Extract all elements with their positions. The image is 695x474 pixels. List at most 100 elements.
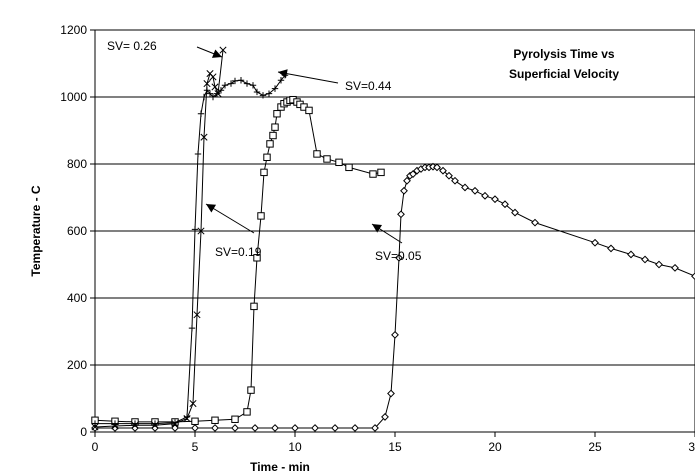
data-point-diamond — [691, 272, 695, 281]
data-point-square — [305, 106, 313, 115]
annotation-label: SV= 0.26 — [107, 39, 157, 53]
data-point-diamond — [531, 218, 539, 227]
data-point-diamond — [331, 424, 339, 432]
y-tick-label: 800 — [67, 157, 87, 171]
data-point-square — [335, 158, 343, 167]
data-point-square — [250, 302, 258, 311]
data-point-square — [313, 150, 321, 158]
data-point-diamond — [231, 424, 239, 432]
data-point-x — [111, 422, 119, 430]
x-tick-label: 10 — [288, 440, 302, 454]
data-point-square — [271, 123, 279, 131]
data-point-diamond — [391, 330, 399, 339]
data-point-x — [209, 73, 217, 81]
x-tick-label: 15 — [388, 440, 402, 454]
data-point-square — [243, 408, 251, 416]
data-point-diamond — [591, 238, 599, 247]
data-point-square — [211, 416, 219, 424]
data-point-x — [91, 423, 99, 431]
arrow-head — [206, 204, 217, 213]
data-point-diamond — [627, 250, 635, 259]
data-point-plus — [253, 88, 261, 96]
y-tick-label: 200 — [67, 358, 87, 372]
annotation-label: SV=0.44 — [345, 79, 392, 93]
series-2 — [91, 95, 385, 426]
series-line — [94, 50, 224, 428]
data-point-diamond — [671, 263, 679, 272]
data-point-diamond — [439, 166, 447, 175]
data-point-square — [231, 415, 239, 423]
data-point-plus — [188, 324, 196, 332]
data-point-diamond — [403, 176, 411, 185]
data-point-diamond — [511, 208, 519, 217]
data-point-x — [189, 399, 197, 408]
data-point-diamond — [397, 210, 405, 219]
data-point-diamond — [409, 170, 417, 178]
x-tick-label: 5 — [192, 440, 199, 454]
data-point-diamond — [445, 171, 453, 180]
data-point-plus — [265, 90, 273, 97]
data-point-square — [247, 386, 255, 394]
data-point-diamond — [655, 260, 663, 269]
arrow-head — [372, 224, 383, 233]
data-point-square — [323, 155, 331, 163]
data-point-diamond — [451, 176, 459, 185]
data-point-plus — [277, 77, 285, 84]
data-point-diamond — [471, 186, 479, 195]
series-3 — [91, 72, 289, 427]
data-point-x — [219, 46, 227, 54]
y-tick-label: 600 — [67, 224, 87, 238]
x-axis-title: Time - min — [250, 460, 310, 474]
data-point-diamond — [501, 200, 509, 209]
data-point-square — [369, 170, 377, 178]
x-tick-label: 0 — [92, 440, 99, 454]
x-tick-label: 30 — [688, 440, 695, 454]
data-point-square — [263, 153, 271, 162]
y-tick-label: 0 — [80, 425, 87, 439]
annotations: SV= 0.26 SV=0.44 SV=0.19 SV=0.05 — [107, 39, 422, 263]
data-point-plus — [194, 150, 202, 158]
data-point-diamond — [371, 424, 379, 432]
data-point-diamond — [607, 244, 615, 253]
data-point-diamond — [641, 255, 649, 264]
data-point-plus — [206, 90, 214, 97]
data-point-square — [266, 140, 274, 148]
data-point-diamond — [271, 424, 279, 432]
x-tick-label: 20 — [488, 440, 502, 454]
data-point-diamond — [211, 424, 219, 432]
data-point-diamond — [395, 253, 403, 262]
arrow-line — [277, 71, 339, 84]
data-point-diamond — [291, 424, 299, 432]
data-point-square — [377, 168, 385, 177]
data-point-square — [257, 212, 265, 220]
data-point-x — [211, 83, 219, 91]
data-point-diamond — [311, 424, 319, 432]
data-point-diamond — [387, 389, 395, 398]
data-point-x — [197, 227, 205, 235]
data-point-plus — [197, 110, 205, 117]
data-point-plus — [91, 420, 99, 427]
data-point-diamond — [351, 424, 359, 432]
series-1 — [91, 162, 695, 432]
data-point-x — [151, 421, 159, 429]
data-point-diamond — [381, 413, 389, 421]
data-point-diamond — [433, 163, 441, 172]
data-point-diamond — [491, 195, 499, 204]
series-line — [94, 99, 382, 423]
data-point-diamond — [481, 191, 489, 200]
data-point-plus — [249, 82, 257, 89]
y-axis-title: Temperature - C — [29, 185, 43, 276]
data-point-plus — [243, 80, 251, 87]
series-layer — [91, 46, 695, 432]
data-point-square — [273, 110, 281, 118]
data-point-diamond — [191, 424, 199, 432]
data-point-plus — [231, 77, 239, 85]
arrow-line — [205, 203, 255, 234]
data-point-plus — [237, 77, 245, 84]
y-tick-label: 400 — [67, 291, 87, 305]
data-point-x — [214, 90, 222, 98]
data-point-diamond — [400, 186, 408, 195]
data-point-x — [131, 421, 139, 429]
